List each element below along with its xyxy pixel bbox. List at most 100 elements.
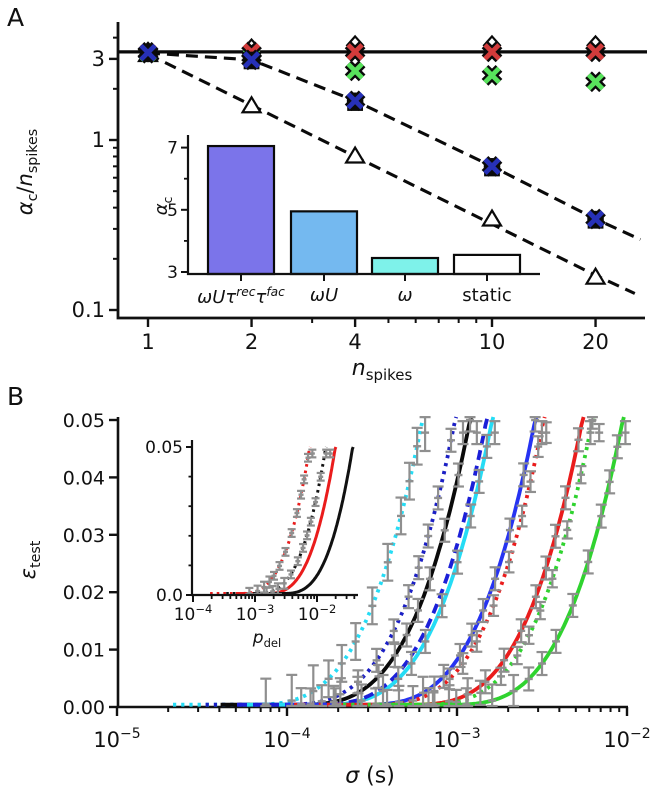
blue-dotted-errorbar xyxy=(432,485,444,511)
blue-dotted-errorbar xyxy=(403,584,415,610)
inset-category-label: ωUτrecτfac xyxy=(197,285,285,308)
tick-label: 2 xyxy=(245,330,258,354)
cyan-dotted-errorbar xyxy=(403,461,415,501)
cyan-dotted-errorbar xyxy=(323,659,335,699)
cyan-solid-errorbar xyxy=(330,687,342,708)
inset-category-label: ωU xyxy=(309,285,339,306)
blue-dotted-errorbar xyxy=(445,427,457,453)
black-solid-errorbar xyxy=(439,517,451,543)
green-solid-curve xyxy=(373,416,626,707)
red-solid-errorbar xyxy=(443,684,455,708)
red-dotted-errorbar xyxy=(407,685,419,708)
green-dotted-errorbar xyxy=(593,422,605,443)
red-dotted-errorbar xyxy=(540,421,552,445)
inset-black-dotted-errorbar xyxy=(316,471,325,482)
red-dotted-errorbar xyxy=(516,504,528,528)
green-dotted-errorbar xyxy=(474,679,486,706)
tick-label: 0.03 xyxy=(63,525,105,547)
black-solid-errorbar xyxy=(401,622,413,648)
bar-ωUτrecτfac xyxy=(206,144,276,276)
inset-red-dotted-errorbar xyxy=(300,474,309,485)
tick-label: 3 xyxy=(92,47,105,71)
bar-static xyxy=(452,253,522,276)
cyan-dotted-errorbar xyxy=(286,673,298,708)
green-solid-errorbar xyxy=(460,687,472,708)
green-solid-errorbar xyxy=(582,549,594,575)
green-dotted-errorbar xyxy=(561,520,573,540)
inset-category-label: static xyxy=(462,285,512,306)
tick-label: 0.05 xyxy=(63,410,105,432)
log-tick-label: 10−2 xyxy=(603,726,650,752)
cyan-dotted-errorbar xyxy=(350,622,362,661)
cyan-solid-errorbar xyxy=(452,549,464,575)
red-dotted-errorbar xyxy=(532,435,544,459)
red-solid-errorbar xyxy=(515,618,527,644)
panel-a-spines xyxy=(116,22,645,320)
red-dotted-errorbar xyxy=(471,629,483,653)
green-solid-errorbar xyxy=(550,628,562,654)
log-tick-label: 10−5 xyxy=(93,726,140,752)
lower-dashed-line xyxy=(147,52,636,295)
log-tick-label: 10−2 xyxy=(298,602,337,625)
inset-a-spines xyxy=(186,135,540,276)
red-dotted-errorbar xyxy=(488,594,500,618)
panel-a-inset-bar-chart: 3 5 7 xyxy=(167,135,540,283)
tick-label: 0.05 xyxy=(145,438,183,458)
upper-dashed-line xyxy=(147,51,642,241)
cyan-dotted-errorbar xyxy=(366,586,378,626)
green-dotted-errorbar xyxy=(450,688,462,708)
red-solid-errorbar xyxy=(540,555,552,581)
blue-solid-errorbar xyxy=(370,687,382,708)
inset-red-dotted-errorbar xyxy=(292,508,301,518)
blue-solid-errorbar xyxy=(518,462,530,488)
green-solid-errorbar xyxy=(611,434,623,460)
green-dotted-errorbar xyxy=(511,645,523,666)
green-solid-errorbar xyxy=(604,469,616,495)
tick-label: 0.01 xyxy=(63,640,105,662)
red-dotted-errorbar xyxy=(525,470,537,494)
blue-dotted-errorbar xyxy=(388,618,400,644)
panel-b-inset-plot: 0.0 0.05 10−4 10−3 10−2 xyxy=(145,438,358,625)
tick-label: 0.1 xyxy=(72,298,105,322)
tick-label: 1 xyxy=(92,128,105,152)
blue-solid-errorbar xyxy=(477,597,489,624)
inset-black-dotted-errorbar xyxy=(306,516,315,527)
cyan-solid-errorbar xyxy=(465,503,477,529)
blue-solid-errorbar xyxy=(504,517,516,543)
black-solid-errorbar xyxy=(424,566,436,592)
log-tick-label: 10−3 xyxy=(433,726,480,752)
blue-dotted-errorbar xyxy=(422,523,434,549)
green-dotted-errorbar xyxy=(534,600,546,621)
red-solid-errorbar xyxy=(549,523,561,549)
cyan-solid-errorbar xyxy=(356,683,368,708)
cyan-dotted-errorbar xyxy=(411,426,423,466)
cyan-solid-errorbar xyxy=(481,433,493,459)
panel-a-plot: 1 2 4 10 20 3 1 0.1 xyxy=(72,22,647,354)
panel-a-ylabel: αc/nspikes xyxy=(12,128,42,216)
inset-red-dotted-errorbar xyxy=(297,489,306,500)
cyan-solid-errorbar xyxy=(473,468,485,494)
bar-ωU xyxy=(289,210,359,276)
black-solid-errorbar xyxy=(464,416,476,433)
cyan-solid-errorbar xyxy=(436,593,448,619)
green-solid-errorbar xyxy=(536,650,548,677)
black-solid-errorbar xyxy=(305,687,317,708)
green-solid-errorbar xyxy=(523,666,535,692)
blue-dotted-errorbar xyxy=(371,647,383,673)
inset-black-dotted-errorbar xyxy=(303,530,312,541)
black-solid-errorbar xyxy=(412,597,424,624)
cyan-dotted-errorbar xyxy=(419,416,431,453)
blue-solid-errorbar xyxy=(393,684,405,708)
red-dotted-errorbar xyxy=(457,652,469,675)
green-solid-errorbar xyxy=(619,420,631,446)
red-solid-errorbar xyxy=(572,427,584,453)
panel-a-label: A xyxy=(7,5,24,30)
green-dotted-errorbar xyxy=(586,416,598,430)
panel-b-xlabel: σ (s) xyxy=(345,763,395,789)
inset-red-dotted-errorbar xyxy=(269,570,278,581)
tick-label: 20 xyxy=(582,330,609,354)
inset-black-dotted-errorbar xyxy=(280,576,289,590)
black-solid-errorbar xyxy=(452,462,464,488)
open-triangle-series xyxy=(137,43,607,285)
tick-label: 3 xyxy=(167,263,178,283)
